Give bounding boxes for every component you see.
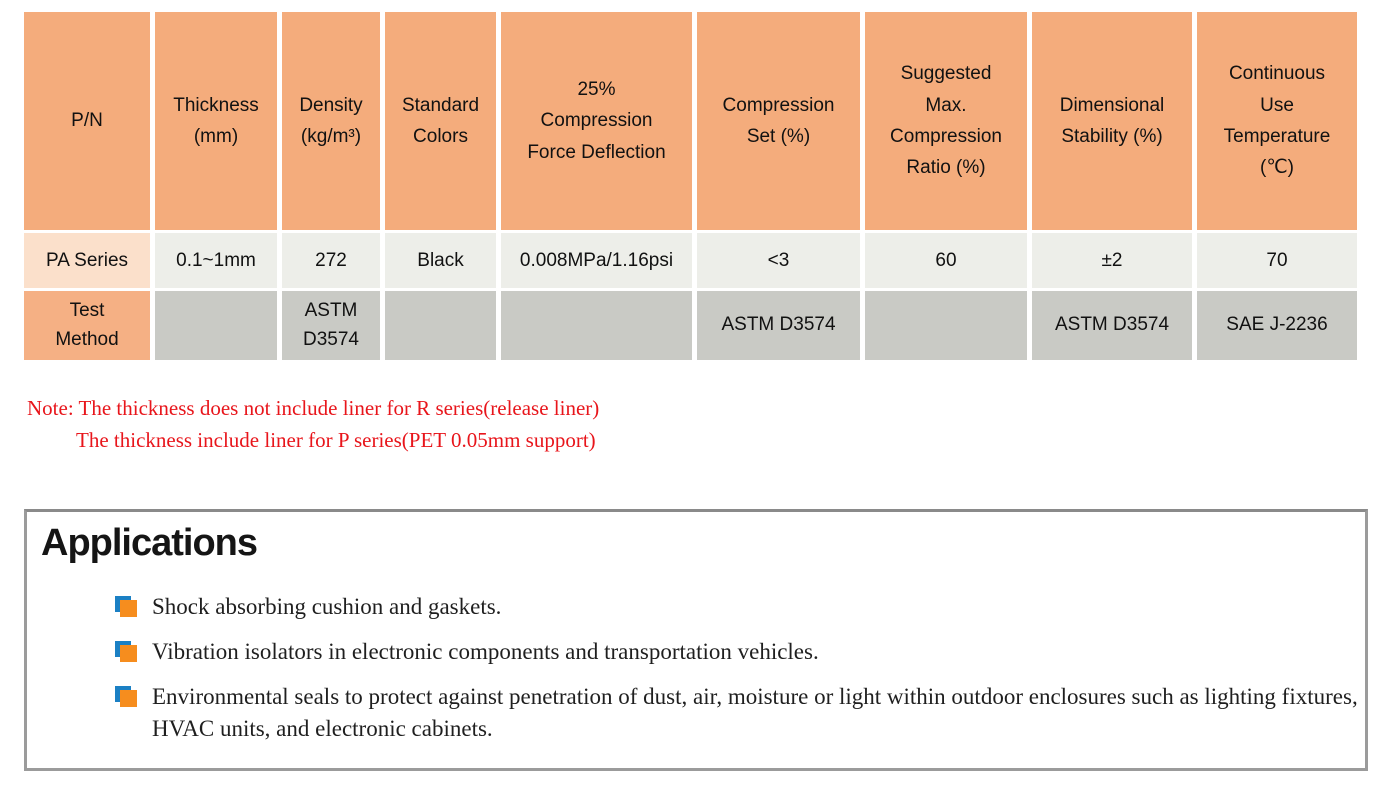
list-item-text: Shock absorbing cushion and gaskets. <box>152 594 502 619</box>
value-compression-force-deflection: 0.008MPa/1.16psi <box>501 233 692 288</box>
value-continuous-use-temperature: 70 <box>1197 233 1357 288</box>
value-max-compression-ratio: 60 <box>865 233 1027 288</box>
header-row: P/N Thickness (mm) Density (kg/m³) Stand… <box>24 12 1357 230</box>
column-header-dimensional-stability: Dimensional Stability (%) <box>1032 12 1192 230</box>
list-item: Vibration isolators in electronic compon… <box>115 636 1365 668</box>
test-compression-force-deflection <box>501 291 692 360</box>
column-header-compression-force-deflection: 25% Compression Force Deflection <box>501 12 692 230</box>
column-header-thickness: Thickness (mm) <box>155 12 277 230</box>
series-label: PA Series <box>24 233 150 288</box>
column-header-density: Density (kg/m³) <box>282 12 380 230</box>
value-compression-set: <3 <box>697 233 860 288</box>
spec-table: P/N Thickness (mm) Density (kg/m³) Stand… <box>19 9 1362 363</box>
test-method-label: Test Method <box>24 291 150 360</box>
applications-section: Applications Shock absorbing cushion and… <box>24 509 1368 771</box>
test-thickness <box>155 291 277 360</box>
test-compression-set: ASTM D3574 <box>697 291 860 360</box>
value-standard-colors: Black <box>385 233 496 288</box>
note-line-2: The thickness include liner for P series… <box>76 427 596 452</box>
list-item-text: Vibration isolators in electronic compon… <box>152 639 819 664</box>
applications-title: Applications <box>41 522 258 564</box>
square-bullet-icon <box>115 641 138 663</box>
value-thickness: 0.1~1mm <box>155 233 277 288</box>
square-bullet-icon <box>115 596 138 618</box>
value-density: 272 <box>282 233 380 288</box>
test-standard-colors <box>385 291 496 360</box>
square-bullet-icon <box>115 686 138 708</box>
test-method-row: Test Method ASTM D3574 ASTM D3574 ASTM D… <box>24 291 1357 360</box>
value-dimensional-stability: ±2 <box>1032 233 1192 288</box>
test-continuous-use-temperature: SAE J-2236 <box>1197 291 1357 360</box>
test-dimensional-stability: ASTM D3574 <box>1032 291 1192 360</box>
column-header-continuous-use-temperature: Continuous Use Temperature (℃) <box>1197 12 1357 230</box>
column-header-standard-colors: Standard Colors <box>385 12 496 230</box>
column-header-pn: P/N <box>24 12 150 230</box>
column-header-compression-set: Compression Set (%) <box>697 12 860 230</box>
thickness-note: Note: The thickness does not include lin… <box>27 393 1394 456</box>
test-max-compression-ratio <box>865 291 1027 360</box>
note-line-1: Note: The thickness does not include lin… <box>27 396 600 420</box>
column-header-max-compression-ratio: Suggested Max. Compression Ratio (%) <box>865 12 1027 230</box>
pa-series-row: PA Series 0.1~1mm 272 Black 0.008MPa/1.1… <box>24 233 1357 288</box>
applications-list: Shock absorbing cushion and gaskets. Vib… <box>115 591 1365 745</box>
test-density: ASTM D3574 <box>282 291 380 360</box>
list-item: Environmental seals to protect against p… <box>115 681 1365 745</box>
list-item-text: Environmental seals to protect against p… <box>152 684 1358 741</box>
list-item: Shock absorbing cushion and gaskets. <box>115 591 1365 623</box>
